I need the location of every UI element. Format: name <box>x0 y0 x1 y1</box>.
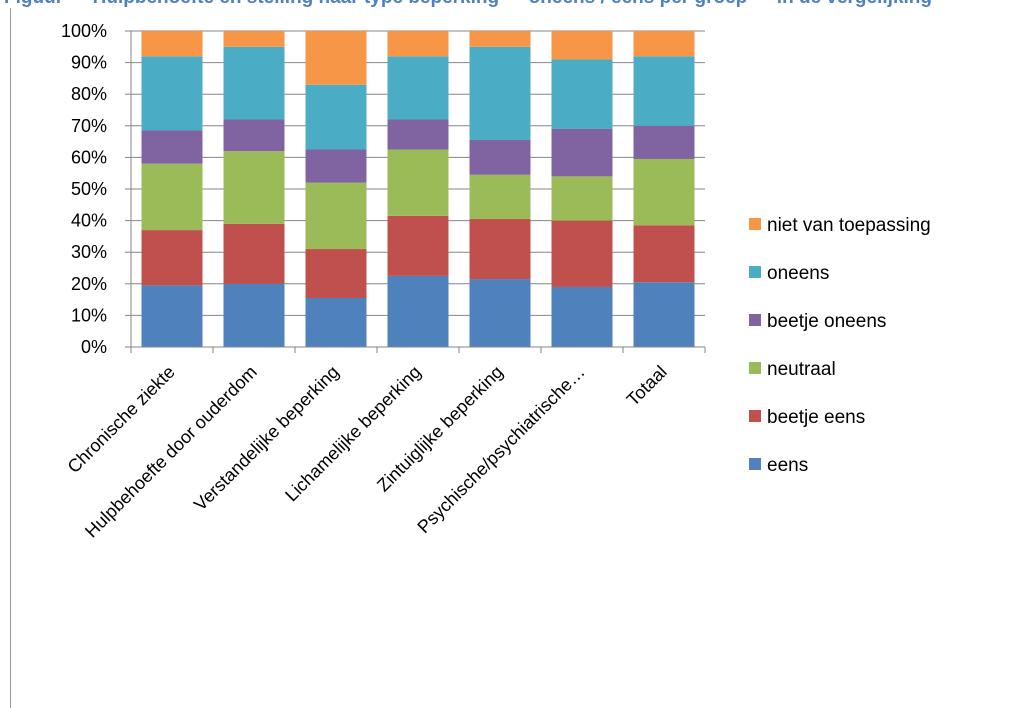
bar-segment <box>141 163 203 231</box>
y-tick-label: 70% <box>71 116 107 136</box>
legend: niet van toepassing oneens beetje oneens ne… <box>749 215 931 476</box>
x-category-label: Verstandelijke beperking <box>190 362 343 515</box>
bar-segment <box>305 298 367 347</box>
bar-segment <box>141 31 203 57</box>
bar-segment <box>223 119 285 152</box>
legend-swatch <box>749 266 761 278</box>
legend-label: neutraal <box>767 359 836 380</box>
bar-segment <box>633 56 695 126</box>
bar-segment <box>387 275 449 347</box>
legend-swatch <box>749 314 761 326</box>
bar-segment <box>305 182 367 250</box>
bar-segment <box>633 282 695 347</box>
y-tick-label: 80% <box>71 84 107 104</box>
legend-label: oneens <box>767 263 829 284</box>
y-tick-label: 40% <box>71 211 107 231</box>
bar-segment <box>387 56 449 120</box>
bar-segment <box>469 46 531 141</box>
x-category-label: Hulpbehoefte door ouderdom <box>81 362 261 542</box>
legend-swatch <box>749 410 761 422</box>
bar-segment <box>551 128 613 177</box>
bar-segment <box>223 31 285 47</box>
stacked-bar-chart: 0% 10% 20% 30% 40% 50% 60% 70% 80% 90% 100% Chroni… <box>61 21 931 542</box>
bar-segment <box>387 149 449 216</box>
legend-swatch <box>749 362 761 374</box>
bar-segment <box>223 283 285 347</box>
axes <box>125 30 706 353</box>
y-tick-labels: 0% 10% 20% 30% 40% 50% 60% 70% 80% 90% 100% <box>61 21 107 357</box>
y-tick-label: 10% <box>71 305 107 325</box>
chart-frame <box>10 8 1029 708</box>
legend-swatch <box>749 458 761 470</box>
bar-segment <box>551 31 613 60</box>
bar-segment <box>469 174 531 220</box>
y-tick-label: 30% <box>71 242 107 262</box>
bar-segment <box>305 31 367 85</box>
bar-segment <box>633 125 695 159</box>
legend-label: beetje eens <box>767 407 865 428</box>
bars <box>141 31 695 347</box>
bar-segment <box>223 223 285 284</box>
bar-segment <box>141 230 203 286</box>
bar-segment <box>469 140 531 175</box>
bar-segment <box>387 31 449 57</box>
bar-segment <box>141 285 203 347</box>
bar-segment <box>633 225 695 283</box>
bar-segment <box>305 84 367 150</box>
legend-label: niet van toepassing <box>767 215 931 236</box>
bar-segment <box>141 56 203 131</box>
bar-segment <box>551 176 613 221</box>
bar-segment <box>551 286 613 347</box>
bar-segment <box>387 215 449 276</box>
bar-segment <box>551 59 613 129</box>
y-tick-label: 20% <box>71 274 107 294</box>
bar-segment <box>223 151 285 224</box>
bar-segment <box>633 158 695 226</box>
x-category-label: Lichamelijke beperking <box>281 362 425 506</box>
bar-segment <box>469 31 531 47</box>
bar-segment <box>469 219 531 280</box>
y-tick-label: 60% <box>71 147 107 167</box>
bar-segment <box>633 31 695 57</box>
bar-segment <box>551 220 613 287</box>
figure-caption-text: Figuur — Hulpbehoefte en stelling naar t… <box>4 0 932 8</box>
x-category-label: Psychische/psychiatrische… <box>413 362 588 537</box>
bar-segment <box>469 279 531 347</box>
bar-segment <box>305 149 367 183</box>
y-tick-label: 100% <box>61 21 107 41</box>
y-tick-label: 0% <box>81 337 107 357</box>
legend-swatch <box>749 218 761 230</box>
bar-segment <box>387 119 449 150</box>
legend-label: eens <box>767 455 808 476</box>
bar-segment <box>223 46 285 120</box>
legend-label: beetje oneens <box>767 311 886 332</box>
y-tick-label: 50% <box>71 179 107 199</box>
x-category-label: Totaal <box>623 362 671 410</box>
bar-segment <box>141 130 203 164</box>
figure-caption: Figuur — Hulpbehoefte en stelling naar t… <box>0 0 1029 8</box>
bar-segment <box>305 249 367 299</box>
y-tick-label: 90% <box>71 53 107 73</box>
